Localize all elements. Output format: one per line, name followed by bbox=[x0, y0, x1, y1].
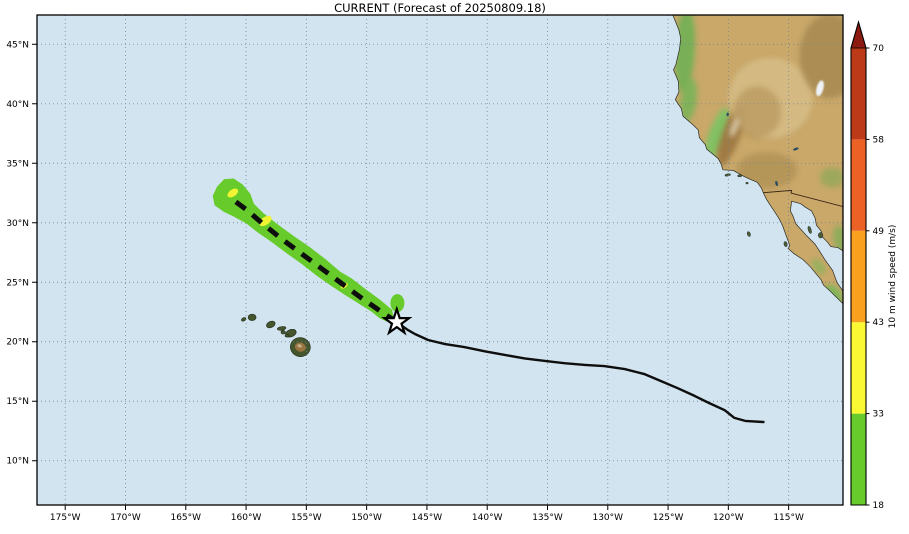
x-tick-label: 150°W bbox=[351, 513, 382, 523]
x-tick-label: 145°W bbox=[412, 513, 443, 523]
x-tick-label: 135°W bbox=[532, 513, 563, 523]
y-tick-label: 45°N bbox=[6, 40, 29, 50]
x-tick-label: 125°W bbox=[653, 513, 684, 523]
wind-swath-18ms bbox=[212, 178, 405, 322]
colorbar-tick-label: 33 bbox=[873, 410, 884, 420]
island-kauai bbox=[247, 313, 257, 321]
island-molokai bbox=[276, 326, 287, 331]
y-tick-label: 30°N bbox=[6, 219, 29, 229]
north-america-landmass bbox=[672, 15, 843, 305]
hawaiian-islands bbox=[241, 313, 311, 357]
axis-ticks-and-labels: 175°W 170°W 165°W 160°W 155°W 150°W 145°W 140°W… bbox=[6, 40, 804, 523]
y-tick-label: 10°N bbox=[6, 457, 29, 467]
y-tick-label: 40°N bbox=[6, 100, 29, 110]
x-tick-label: 120°W bbox=[713, 513, 744, 523]
colorbar-tick-label: 18 bbox=[873, 501, 885, 511]
figure-title: CURRENT (Forecast of 20250809.18) bbox=[334, 1, 546, 15]
colorbar-axis-label: 10 m wind speed (m/s) bbox=[888, 225, 898, 329]
x-tick-label: 170°W bbox=[110, 513, 141, 523]
island-niihau bbox=[241, 317, 247, 322]
island-oahu bbox=[266, 320, 276, 329]
x-tick-label: 155°W bbox=[291, 513, 322, 523]
wind-swath-spur bbox=[390, 294, 405, 313]
x-tick-label: 165°W bbox=[170, 513, 201, 523]
colorbar-tick-label: 58 bbox=[873, 135, 885, 145]
x-tick-label: 160°W bbox=[231, 513, 262, 523]
x-tick-label: 175°W bbox=[50, 513, 81, 523]
offshore-islands bbox=[724, 173, 824, 247]
wind-swath-33ms-patch bbox=[227, 188, 239, 198]
past-track-line bbox=[396, 321, 765, 424]
island-hawaii-big-island bbox=[290, 337, 311, 357]
us-mexico-border-line bbox=[763, 189, 843, 208]
plot-border bbox=[36, 14, 844, 506]
y-tick-label: 20°N bbox=[6, 338, 29, 348]
island-lanai bbox=[280, 330, 286, 335]
x-tick-label: 115°W bbox=[773, 513, 804, 523]
wind-swath-33ms-patch bbox=[259, 215, 272, 227]
terrain-shading bbox=[674, 15, 843, 305]
forecast-track-dashed-line bbox=[228, 195, 399, 325]
y-tick-label: 35°N bbox=[6, 159, 29, 169]
island-kahoolawe bbox=[284, 334, 290, 338]
map-plot-area bbox=[37, 15, 843, 505]
y-tick-label: 25°N bbox=[6, 278, 29, 288]
x-tick-label: 130°W bbox=[592, 513, 623, 523]
current-position-star bbox=[381, 305, 413, 336]
colorbar-tick-label: 49 bbox=[873, 227, 885, 237]
great-salt-lake bbox=[816, 80, 824, 97]
y-tick-label: 15°N bbox=[6, 397, 29, 407]
x-tick-label: 140°W bbox=[472, 513, 503, 523]
wind-speed-colorbar: 18 33 43 49 58 70 10 m wind speed (m/s) bbox=[850, 20, 898, 511]
colorbar-tick-label: 43 bbox=[873, 318, 884, 328]
colorbar-over-range-arrow bbox=[851, 22, 866, 48]
colorbar-tick-label: 70 bbox=[873, 44, 885, 54]
